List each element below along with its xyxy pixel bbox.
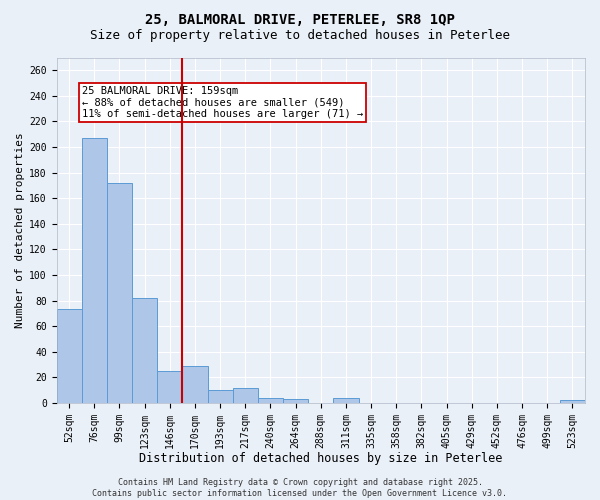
- Bar: [132, 298, 157, 403]
- Text: Contains HM Land Registry data © Crown copyright and database right 2025.
Contai: Contains HM Land Registry data © Crown c…: [92, 478, 508, 498]
- Bar: [208, 390, 233, 403]
- Bar: [334, 398, 359, 403]
- Bar: [82, 138, 107, 403]
- Text: 25, BALMORAL DRIVE, PETERLEE, SR8 1QP: 25, BALMORAL DRIVE, PETERLEE, SR8 1QP: [145, 12, 455, 26]
- Bar: [157, 371, 182, 403]
- Text: 25 BALMORAL DRIVE: 159sqm
← 88% of detached houses are smaller (549)
11% of semi: 25 BALMORAL DRIVE: 159sqm ← 88% of detac…: [82, 86, 363, 119]
- Bar: [56, 310, 82, 403]
- X-axis label: Distribution of detached houses by size in Peterlee: Distribution of detached houses by size …: [139, 452, 502, 465]
- Bar: [233, 388, 258, 403]
- Y-axis label: Number of detached properties: Number of detached properties: [15, 132, 25, 328]
- Bar: [182, 366, 208, 403]
- Bar: [560, 400, 585, 403]
- Text: Size of property relative to detached houses in Peterlee: Size of property relative to detached ho…: [90, 29, 510, 42]
- Bar: [283, 399, 308, 403]
- Bar: [258, 398, 283, 403]
- Bar: [107, 183, 132, 403]
